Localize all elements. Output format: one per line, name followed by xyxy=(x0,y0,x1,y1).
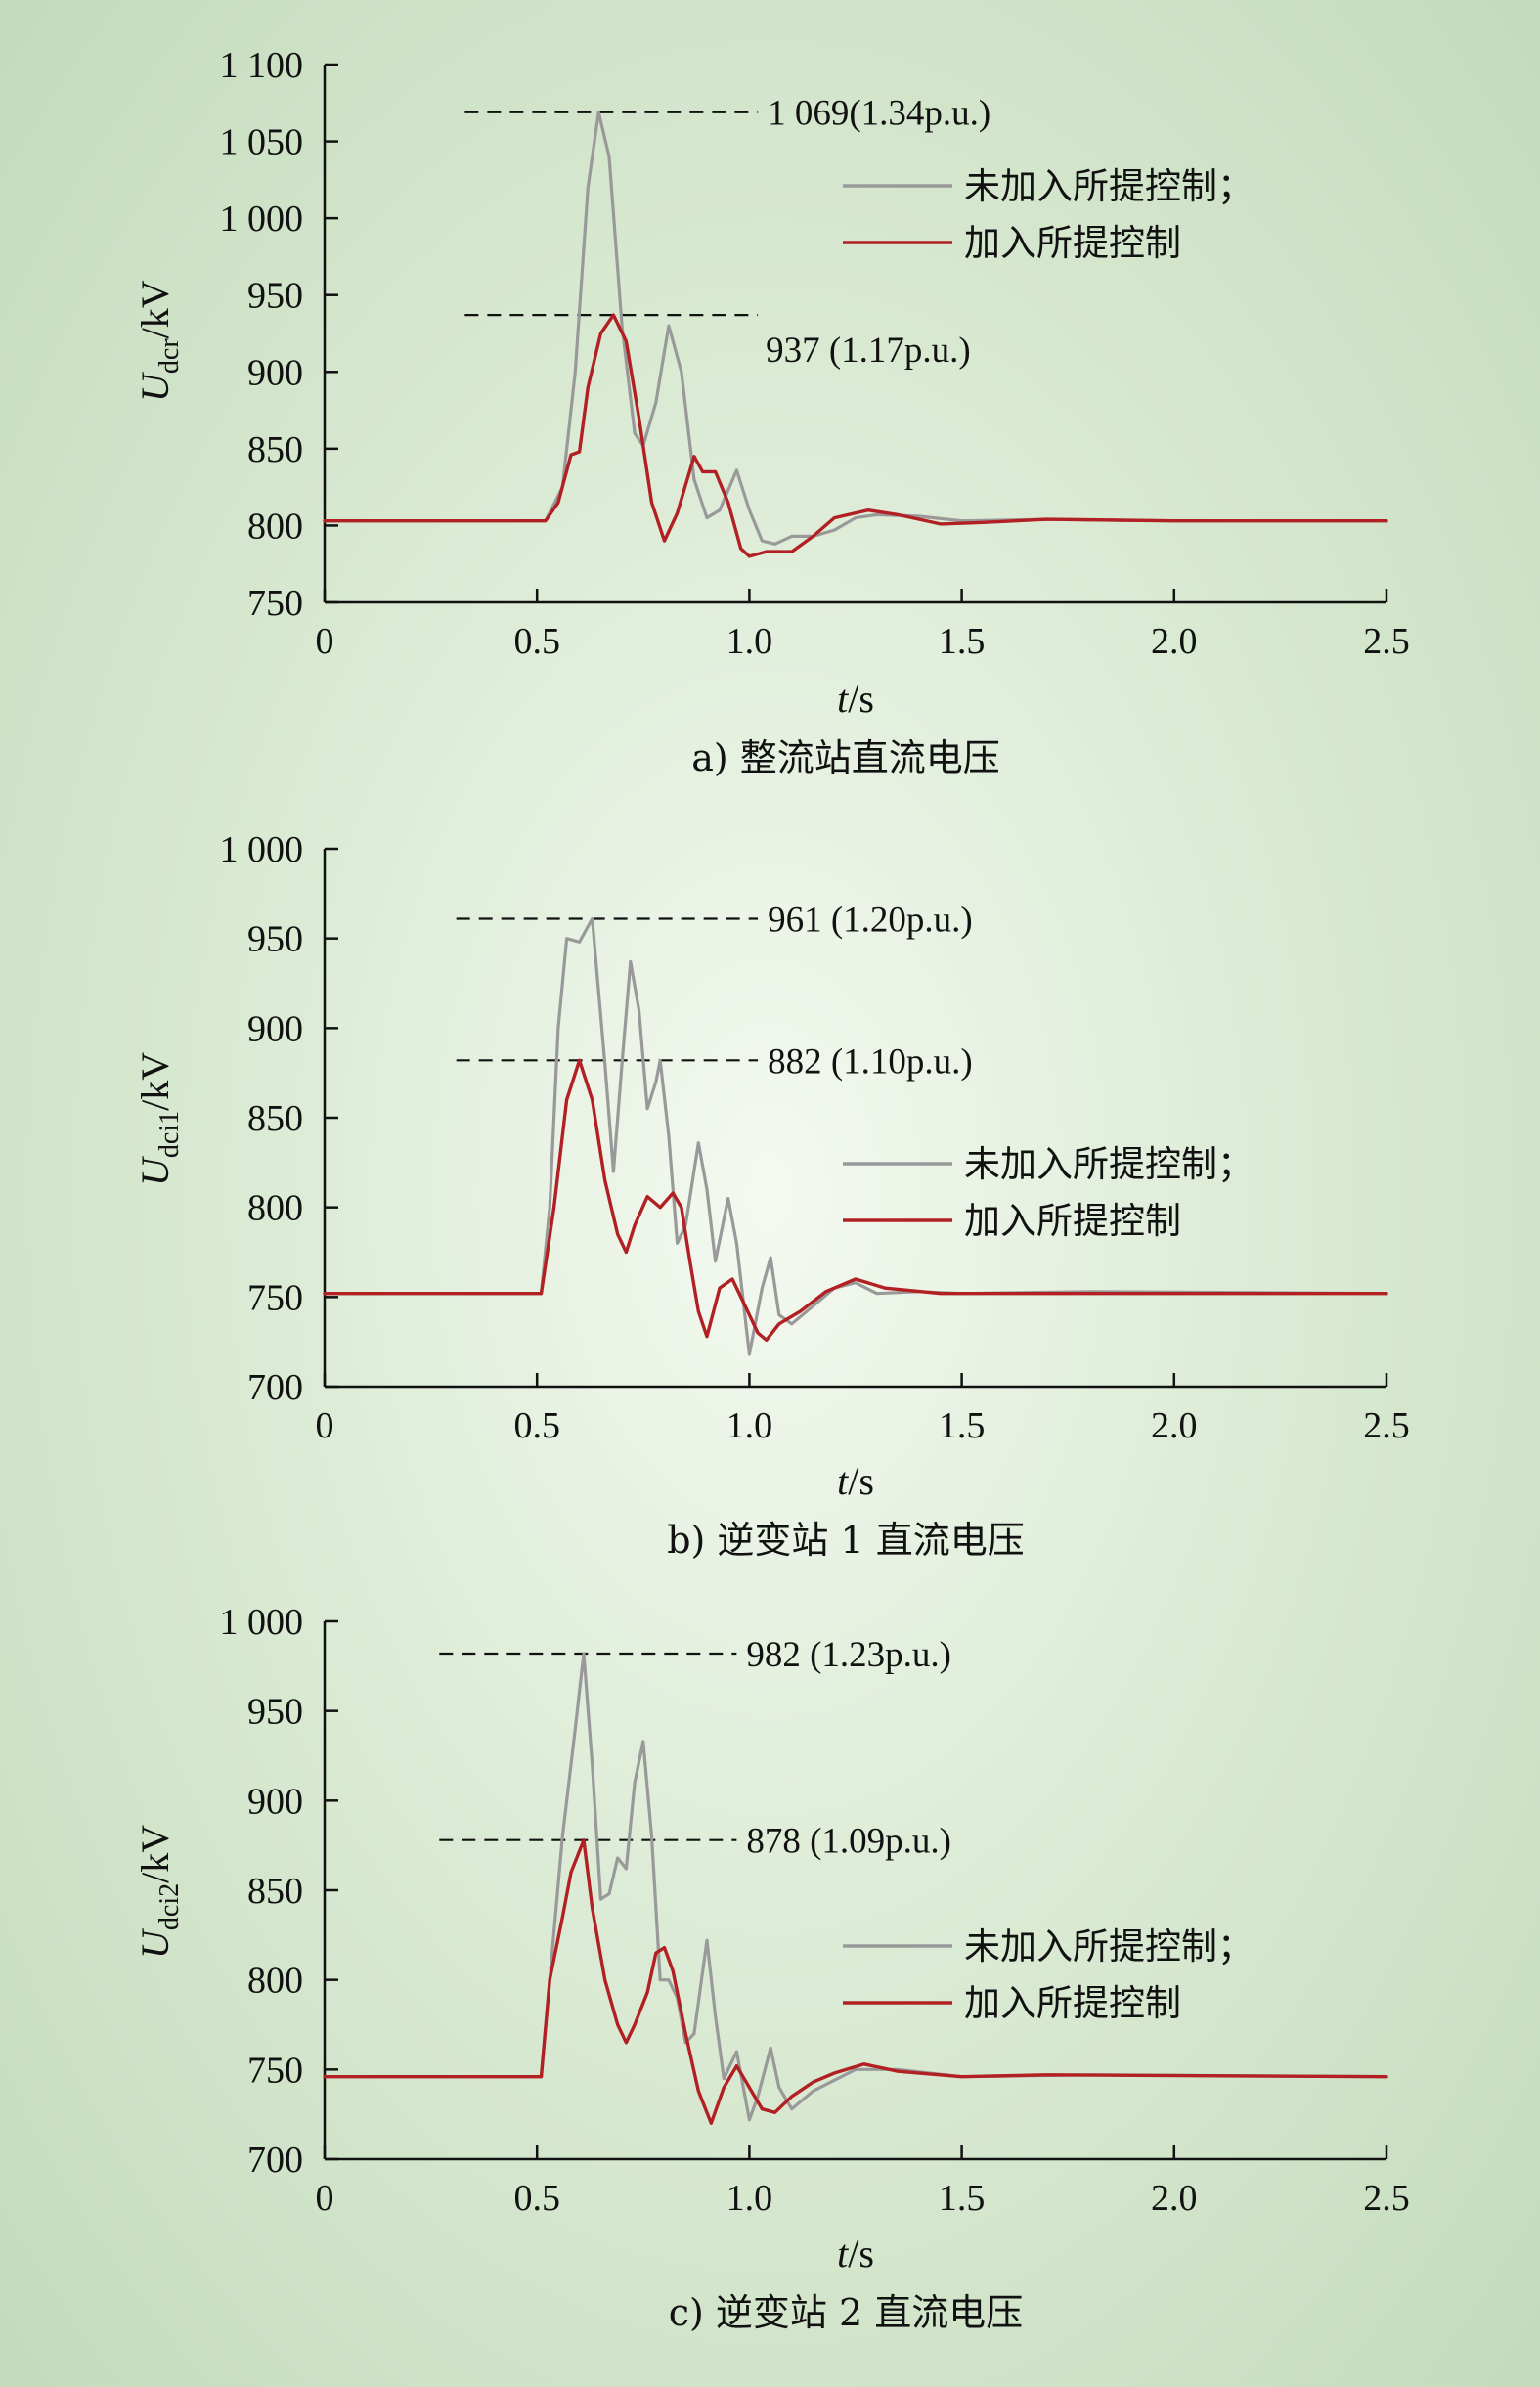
legend-label: 加入所提控制 xyxy=(964,1200,1181,1242)
legend-label: 未加入所提控制； xyxy=(964,165,1254,207)
y-tick-label: 1 050 xyxy=(220,122,304,163)
chart-panel-b: Udci1/kV t/s b) 逆变站 1 直流电压 700 750 800 850 9… xyxy=(133,829,1410,1562)
annotation-label: 937 (1.17p.u.) xyxy=(766,331,971,371)
y-tick-label: 950 xyxy=(247,919,303,960)
chart-panel-c: Udci2/kV t/s c) 逆变站 2 直流电压 700 750 800 850 9… xyxy=(133,1602,1410,2334)
annotation-label: 882 (1.10p.u.) xyxy=(768,1041,973,1082)
x-tick-label: 2.5 xyxy=(1363,2178,1410,2219)
y-tick-label: 750 xyxy=(247,1277,303,1318)
series-line-uncontrolled xyxy=(323,1652,1388,2122)
y-tick-label: 850 xyxy=(247,429,303,470)
x-tick-label: 1.5 xyxy=(939,1405,986,1446)
x-axis-title: t/s xyxy=(837,677,874,721)
y-tick-label: 900 xyxy=(247,352,303,393)
y-axis-title: Udcr/kV xyxy=(133,280,185,402)
annotation-label: 878 (1.09p.u.) xyxy=(746,1822,951,1862)
series-line-controlled xyxy=(323,1058,1388,1342)
y-tick-label: 800 xyxy=(247,506,303,547)
x-tick-label: 0 xyxy=(316,621,334,662)
chart-panel-a: Udcr/kV t/s a) 整流站直流电压 750 800 850 900 950 1 … xyxy=(133,45,1410,779)
chart-caption: b) 逆变站 1 直流电压 xyxy=(667,1519,1025,1562)
y-tick-label: 700 xyxy=(247,2140,303,2181)
chart-caption: c) 逆变站 2 直流电压 xyxy=(669,2291,1024,2334)
y-tick-label: 900 xyxy=(247,1781,303,1822)
x-tick-label: 1.5 xyxy=(939,621,986,662)
annotation-label: 982 (1.23p.u.) xyxy=(746,1635,951,1675)
y-tick-label: 950 xyxy=(247,1692,303,1733)
x-tick-label: 1.5 xyxy=(939,2178,986,2219)
y-axis-title: Udci1/kV xyxy=(133,1052,185,1186)
series-line-controlled xyxy=(323,313,1388,558)
series-line-controlled xyxy=(323,1838,1388,2125)
y-tick-label: 850 xyxy=(247,1098,303,1139)
annotation-label: 961 (1.20p.u.) xyxy=(768,901,973,941)
x-tick-label: 0 xyxy=(316,1405,334,1446)
x-tick-label: 2.0 xyxy=(1151,2178,1198,2219)
x-axis-title: t/s xyxy=(837,2232,874,2276)
y-tick-label: 750 xyxy=(247,2050,303,2091)
x-tick-label: 2.5 xyxy=(1363,1405,1410,1446)
legend-label: 加入所提控制 xyxy=(964,1982,1181,2024)
y-axis-title: Udci2/kV xyxy=(133,1825,185,1959)
chart-caption: a) 整流站直流电压 xyxy=(691,736,1000,779)
x-tick-label: 0.5 xyxy=(513,2178,560,2219)
legend-label: 未加入所提控制； xyxy=(964,1143,1254,1185)
x-tick-label: 2.5 xyxy=(1363,621,1410,662)
x-tick-label: 1.0 xyxy=(726,621,773,662)
y-tick-label: 900 xyxy=(247,1008,303,1049)
x-axis-title: t/s xyxy=(837,1459,874,1503)
y-tick-label: 1 100 xyxy=(220,45,304,86)
y-tick-label: 1 000 xyxy=(220,1602,304,1643)
y-tick-label: 1 000 xyxy=(220,829,304,870)
x-tick-label: 0.5 xyxy=(513,621,560,662)
y-tick-label: 1 000 xyxy=(220,199,304,240)
series-line-uncontrolled xyxy=(323,111,1388,546)
series-line-uncontrolled xyxy=(323,916,1388,1356)
y-tick-label: 750 xyxy=(247,583,303,624)
x-tick-label: 2.0 xyxy=(1151,621,1198,662)
x-tick-label: 0.5 xyxy=(513,1405,560,1446)
y-tick-label: 800 xyxy=(247,1188,303,1229)
x-tick-label: 1.0 xyxy=(726,1405,773,1446)
legend-label: 加入所提控制 xyxy=(964,222,1181,264)
x-tick-label: 1.0 xyxy=(726,2178,773,2219)
y-tick-label: 700 xyxy=(247,1367,303,1408)
y-tick-label: 850 xyxy=(247,1871,303,1912)
annotation-label: 1 069(1.34p.u.) xyxy=(768,94,990,134)
y-tick-label: 950 xyxy=(247,276,303,317)
legend-label: 未加入所提控制； xyxy=(964,1925,1254,1967)
x-tick-label: 2.0 xyxy=(1151,1405,1198,1446)
x-tick-label: 0 xyxy=(316,2178,334,2219)
y-tick-label: 800 xyxy=(247,1961,303,2002)
